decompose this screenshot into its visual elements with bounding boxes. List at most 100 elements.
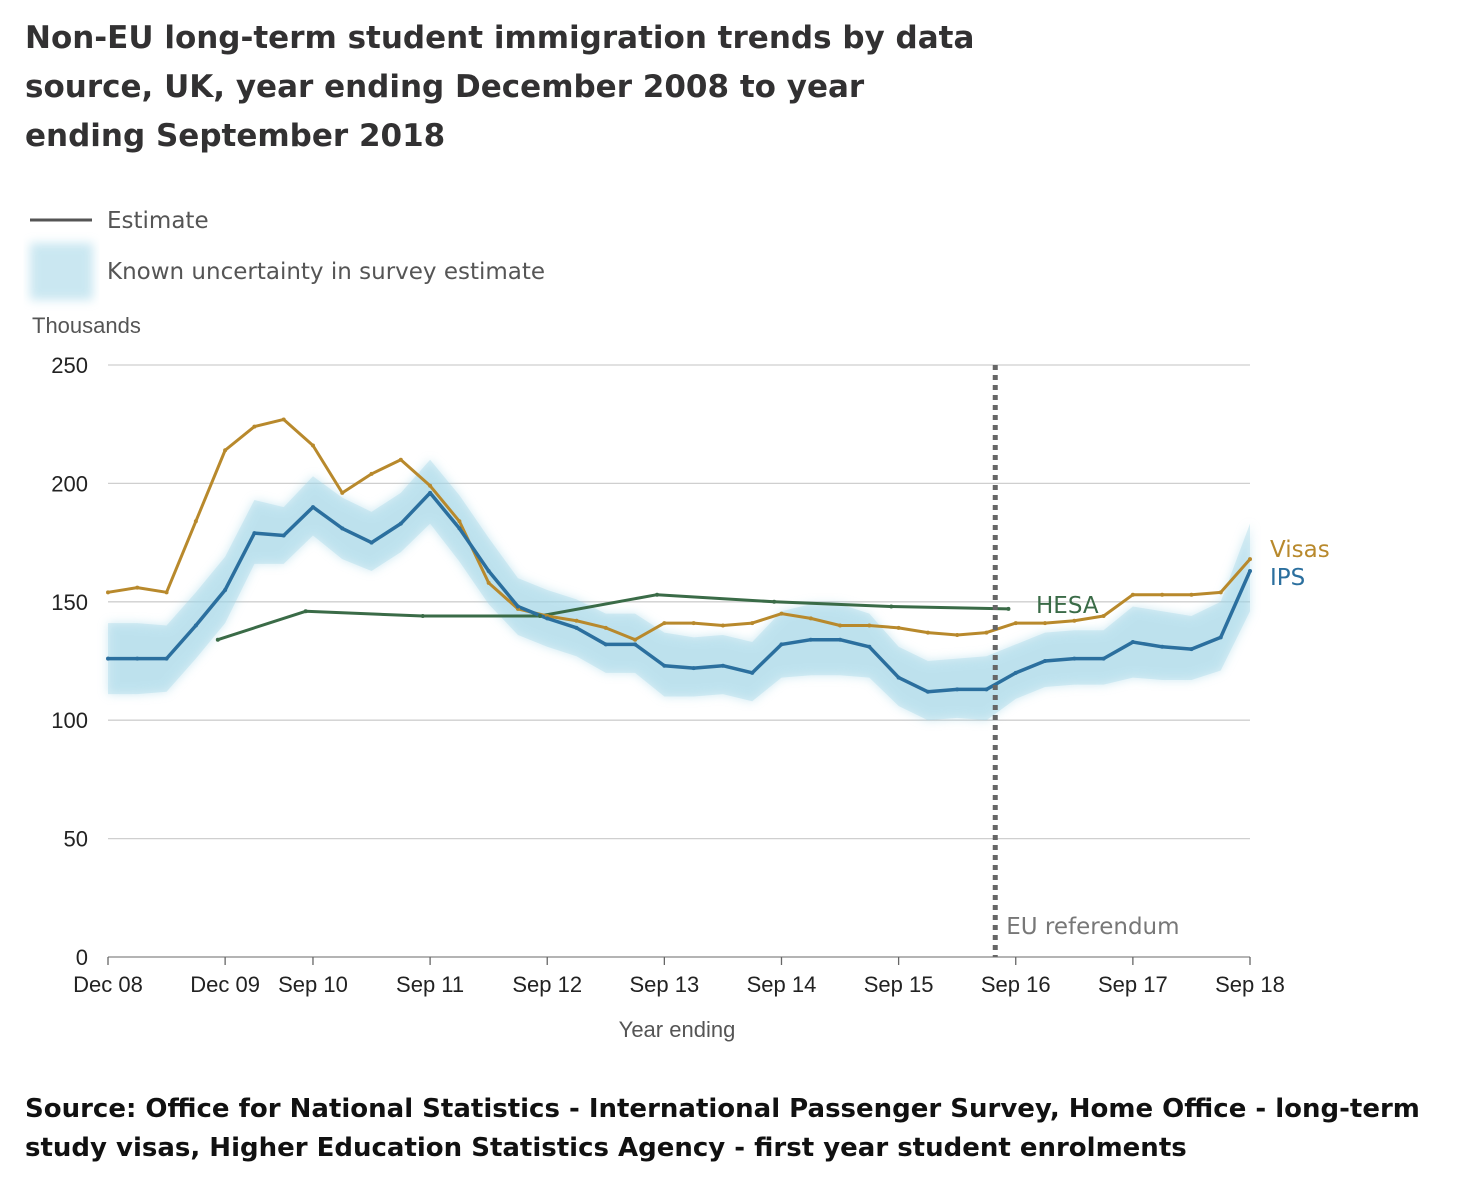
data-point-ips: [223, 587, 228, 592]
series-line-ips: [108, 491, 1252, 694]
data-point-visas: [340, 490, 345, 495]
uncertainty-band: [108, 459, 1250, 721]
data-point-visas: [896, 625, 901, 630]
y-tick-label: 150: [51, 590, 88, 615]
y-tick-label: 0: [76, 945, 88, 970]
data-point-visas: [808, 616, 813, 621]
data-point-visas: [310, 443, 315, 448]
data-point-visas: [281, 417, 286, 422]
data-point-ips: [1101, 656, 1106, 661]
data-point-ips: [1013, 670, 1018, 675]
data-point-ips: [193, 623, 198, 628]
data-point-hesa: [537, 614, 542, 619]
data-point-ips: [164, 656, 169, 661]
series-label-hesa: HESA: [1036, 593, 1099, 619]
referendum-label: EU referendum: [1006, 914, 1179, 940]
data-point-ips: [369, 540, 374, 545]
data-point-ips: [896, 675, 901, 680]
data-point-visas: [1160, 592, 1165, 597]
data-point-ips: [720, 663, 725, 668]
data-point-hesa: [420, 614, 425, 619]
data-point-visas: [1130, 592, 1135, 597]
data-point-visas: [369, 471, 374, 476]
data-point-ips: [662, 663, 667, 668]
x-tick-label: Sep 12: [512, 972, 582, 997]
chart-canvas: Estimate Known uncertainty in survey est…: [30, 208, 1330, 1042]
data-point-visas: [750, 621, 755, 626]
data-point-hesa: [772, 599, 777, 604]
data-point-ips: [867, 644, 872, 649]
data-point-visas: [1013, 621, 1018, 626]
chart-title: Non-EU long-term student immigration tre…: [25, 20, 975, 154]
ips-uncertainty-glow: [108, 459, 1250, 721]
data-point-hesa: [889, 604, 894, 609]
x-tick-label: Sep 14: [747, 972, 817, 997]
data-point-visas: [252, 424, 257, 429]
data-point-ips: [925, 689, 930, 694]
data-point-visas: [1043, 621, 1048, 626]
data-point-visas: [1189, 592, 1194, 597]
data-point-ips: [838, 637, 843, 642]
data-point-visas: [779, 611, 784, 616]
legend-uncertainty-label: Known uncertainty in survey estimate: [107, 259, 545, 285]
data-point-ips: [955, 687, 960, 692]
data-point-ips: [486, 569, 491, 574]
series-label-ips: IPS: [1270, 565, 1305, 591]
data-point-visas: [1218, 590, 1223, 595]
data-point-ips: [1130, 640, 1135, 645]
data-point-ips: [633, 642, 638, 647]
data-point-ips: [808, 637, 813, 642]
x-tick-label: Dec 08: [73, 972, 143, 997]
y-axis-label: Thousands: [32, 313, 141, 338]
data-point-ips: [310, 505, 315, 510]
data-point-visas: [1072, 618, 1077, 623]
grid: [108, 364, 1250, 958]
y-axis: 0 50 100 150 200 250: [51, 353, 88, 970]
data-points: [106, 417, 1252, 694]
data-point-visas: [867, 623, 872, 628]
data-point-visas: [398, 457, 403, 462]
data-point-visas: [486, 580, 491, 585]
y-tick-label: 50: [64, 827, 88, 852]
data-point-ips: [398, 521, 403, 526]
legend-estimate-label: Estimate: [107, 208, 209, 234]
y-tick-label: 100: [51, 708, 88, 733]
data-point-ips: [1218, 635, 1223, 640]
data-point-visas: [633, 637, 638, 642]
data-point-ips: [428, 490, 433, 495]
x-tick-label: Sep 11: [396, 972, 464, 997]
data-point-visas: [135, 585, 140, 590]
data-point-visas: [223, 448, 228, 453]
x-tick-label: Sep 15: [864, 972, 934, 997]
data-point-ips: [1160, 644, 1165, 649]
data-point-visas: [662, 621, 667, 626]
data-point-visas: [838, 623, 843, 628]
data-point-ips: [281, 533, 286, 538]
data-point-visas: [955, 632, 960, 637]
data-point-ips: [574, 625, 579, 630]
source-note: Source: Office for National Statistics -…: [25, 1094, 1420, 1163]
data-point-ips: [515, 604, 520, 609]
legend: Estimate Known uncertainty in survey est…: [30, 208, 545, 300]
x-tick-label: Sep 17: [1098, 972, 1168, 997]
data-point-ips: [106, 656, 110, 661]
data-point-visas: [603, 625, 608, 630]
data-point-ips: [252, 531, 257, 536]
y-tick-label: 200: [51, 471, 88, 496]
x-tick-label: Sep 13: [629, 972, 699, 997]
x-tick-label: Dec 09: [190, 972, 260, 997]
series-lines: [107, 417, 1252, 694]
series-label-visas: Visas: [1270, 537, 1330, 563]
data-point-ips: [750, 670, 755, 675]
data-point-visas: [428, 483, 433, 488]
data-point-visas: [574, 618, 579, 623]
data-point-ips: [1043, 659, 1048, 663]
data-point-visas: [984, 630, 989, 635]
y-tick-label: 250: [51, 353, 88, 378]
x-tick-label: Sep 10: [278, 972, 348, 997]
data-point-ips: [545, 616, 550, 621]
data-point-ips: [1189, 647, 1194, 652]
x-axis: Dec 08 Dec 09 Sep 10 Sep 11 Sep 12 Sep 13 Sep …: [73, 957, 1285, 997]
data-point-visas: [1248, 557, 1252, 562]
